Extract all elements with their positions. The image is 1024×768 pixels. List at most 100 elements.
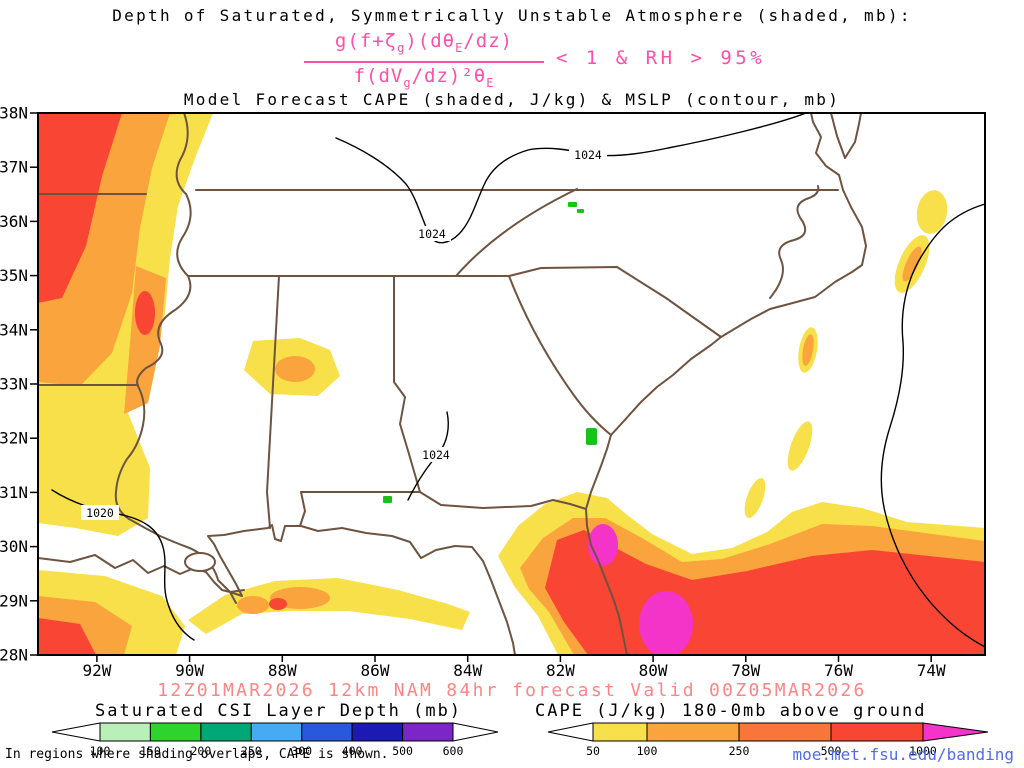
shaded-region: [916, 190, 948, 234]
lat-label: 34N: [0, 320, 28, 339]
cape-tick-label: 1000: [909, 744, 937, 758]
formula-fraction: g(f+ζg)(dθE/dz) f(dVg/dz)²θE: [300, 30, 548, 94]
cape-tick-label: 500: [821, 744, 842, 758]
formula-condition: < 1 & RH > 95%: [556, 47, 766, 69]
formula-denominator: f(dVg/dz)²θE: [300, 65, 548, 94]
csi-tick-label: 400: [342, 744, 363, 758]
fraction-bar: [304, 60, 544, 63]
lon-label: 84W: [453, 661, 482, 680]
lat-axis-labels: 38N 37N 36N 35N 34N 33N 32N 31N 30N 29N …: [0, 104, 28, 665]
csi-tick-label: 100: [90, 744, 111, 758]
cape-colorbar-left-arrow: [547, 722, 594, 742]
page-title: Depth of Saturated, Symmetrically Unstab…: [112, 6, 912, 25]
formula-numerator: g(f+ζg)(dθE/dz): [300, 30, 548, 59]
csi-tick-label: 600: [443, 744, 464, 758]
csi-colorbar-segment: [99, 722, 151, 742]
contour-label-box: [81, 505, 119, 520]
lon-label: 92W: [82, 661, 111, 680]
cape-colorbar-segment: [646, 722, 740, 742]
shaded-region: [902, 246, 922, 282]
state-borders: [39, 114, 867, 654]
contour-label-box: [413, 226, 451, 241]
state-border: [419, 491, 587, 510]
shaded-region: [639, 591, 693, 654]
shaded-region: [787, 421, 813, 471]
state-border: [508, 275, 612, 436]
lat-label: 37N: [0, 158, 28, 177]
cape-colorbar: 50 100 250 500 1000: [547, 722, 989, 758]
shaded-region: [124, 266, 166, 414]
mslp-contour: [880, 203, 984, 648]
state-border: [299, 491, 421, 527]
cape-colorbar-segment: [830, 722, 924, 742]
csi-colorbar-segment: [301, 722, 353, 742]
mslp-contours: [51, 114, 984, 648]
cape-colorbar-ticks: 50 100 250 500 1000: [586, 744, 937, 758]
lat-label: 32N: [0, 429, 28, 448]
lat-label: 35N: [0, 266, 28, 285]
shaded-region: [269, 598, 287, 610]
shaded-region: [383, 496, 392, 503]
cape-colorbar-right-arrow: [922, 722, 989, 742]
csi-colorbar-segment: [250, 722, 303, 742]
lat-label: 31N: [0, 483, 28, 502]
mississippi-river-border: [114, 114, 245, 604]
csi-tick-label: 150: [140, 744, 161, 758]
cape-colorbar-segment: [592, 722, 648, 742]
shaded-region: [39, 114, 122, 303]
contour-label-box: [417, 447, 455, 462]
lat-label: 36N: [0, 212, 28, 231]
delmarva-coastline: [830, 114, 862, 159]
formula-subscript: g: [397, 40, 406, 55]
lon-axis-labels: 92W 90W 88W 86W 84W 82W 80W 78W 76W 74W: [82, 661, 946, 680]
lon-label: 76W: [824, 661, 853, 680]
cape-tick-label: 100: [637, 744, 658, 758]
csi-shading-green: [383, 202, 597, 503]
forecast-info-line: 12Z01MAR2026 12km NAM 84hr forecast Vali…: [157, 680, 867, 701]
contour-label: 1024: [574, 148, 602, 162]
contour-label: 1024: [418, 227, 446, 241]
lake-pontchartrain: [184, 552, 216, 572]
csi-legend-title: Saturated CSI Layer Depth (mb): [95, 701, 463, 721]
state-border: [508, 266, 722, 338]
lon-label: 82W: [546, 661, 575, 680]
colorbars: 100 150 200 250 300 400 500 600 50 100 2…: [51, 722, 989, 758]
lon-label: 88W: [268, 661, 297, 680]
contour-label: 1020: [86, 506, 114, 520]
formula-part: )(dθ: [405, 30, 456, 52]
lat-label: 33N: [0, 375, 28, 394]
cape-tick-label: 250: [729, 744, 750, 758]
mslp-contour: [335, 114, 806, 244]
sound-shoreline: [769, 185, 820, 299]
atlantic-coastline: [585, 114, 867, 654]
lat-label: 29N: [0, 591, 28, 610]
formula-part: /dz)²θ: [411, 64, 487, 87]
shaded-region: [802, 334, 814, 366]
csi-tick-label: 250: [241, 744, 262, 758]
map-subtitle: Model Forecast CAPE (shaded, J/kg) & MSL…: [183, 90, 841, 109]
csi-tick-label: 500: [392, 744, 413, 758]
contour-labels: 1024 1024 1024 1020: [81, 147, 607, 520]
axis-ticks: [30, 112, 932, 662]
shaded-region: [275, 356, 315, 382]
csi-tick-label: 300: [291, 744, 312, 758]
shaded-region: [237, 596, 269, 614]
shaded-region: [744, 478, 766, 518]
lat-label: 38N: [0, 104, 28, 123]
contour-label-box: [569, 147, 607, 162]
lat-label: 28N: [0, 646, 28, 665]
shaded-region: [568, 202, 577, 207]
gulf-coastline: [39, 524, 516, 654]
shaded-region: [135, 291, 155, 335]
cape-legend-title: CAPE (J/kg) 180-0mb above ground: [535, 701, 927, 721]
csi-colorbar-left-arrow: [51, 722, 101, 742]
csi-colorbar-segment: [351, 722, 404, 742]
formula-subscript: g: [403, 75, 412, 90]
csi-colorbar-segment: [402, 722, 454, 742]
shaded-region: [588, 524, 618, 566]
site-link[interactable]: moe.met.fsu.edu/banding: [792, 745, 1014, 764]
cape-colorbar-segment: [738, 722, 832, 742]
csi-colorbar-ticks: 100 150 200 250 300 400 500 600: [90, 744, 464, 758]
cape-tick-label: 50: [586, 744, 600, 758]
csi-colorbar-right-arrow: [452, 722, 499, 742]
